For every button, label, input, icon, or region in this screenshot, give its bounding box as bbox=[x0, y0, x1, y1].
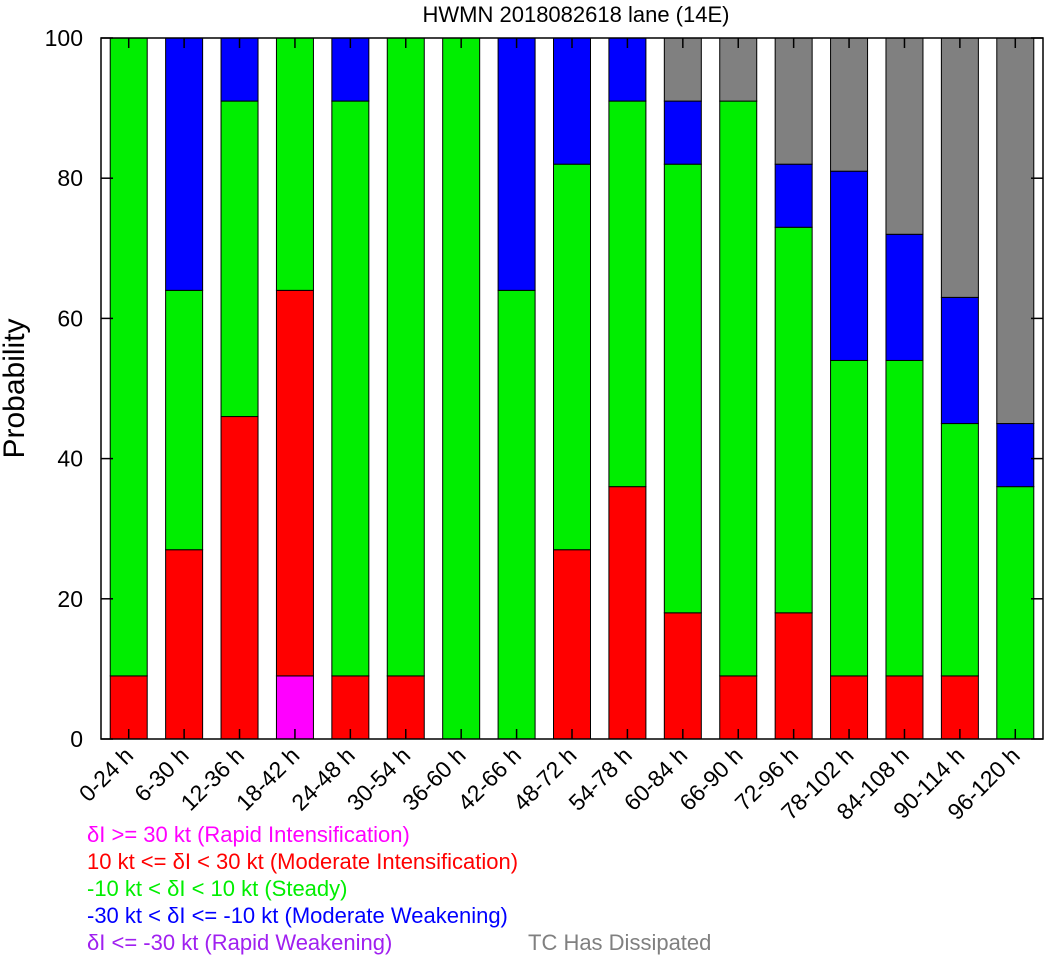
bar-segment-0-series-2 bbox=[109, 37, 148, 677]
bar-segment-8-series-3 bbox=[553, 37, 591, 165]
legend-entry-0: δI >= 30 kt (Rapid Intensification) bbox=[87, 822, 410, 847]
bar-segment-14-series-1 bbox=[885, 675, 924, 740]
bar-segment-15-series-5 bbox=[940, 37, 979, 298]
bar-segment-16-series-5 bbox=[996, 37, 1035, 425]
bar-segment-5-series-1 bbox=[386, 675, 425, 740]
chart-title: HWMN 2018082618 lane (14E) bbox=[423, 2, 730, 27]
bar-segment-12-series-3 bbox=[774, 163, 813, 228]
bar-segment-12-series-1 bbox=[774, 612, 813, 740]
bar-segment-1-series-2 bbox=[165, 289, 204, 551]
bars-layer bbox=[109, 37, 1035, 740]
bar-segment-4-series-2 bbox=[331, 100, 370, 677]
bar-segment-9-series-2 bbox=[608, 100, 647, 488]
y-tick-label-4: 80 bbox=[57, 165, 83, 191]
bar-segment-9-series-3 bbox=[608, 37, 647, 102]
bar-segment-2-series-3 bbox=[220, 37, 259, 102]
y-tick-label-5: 100 bbox=[45, 25, 83, 51]
bar-segment-10-series-3 bbox=[663, 100, 702, 165]
bar-segment-15-series-3 bbox=[940, 296, 979, 425]
bar-segment-14-series-5 bbox=[885, 37, 924, 235]
bar-segment-10-series-2 bbox=[663, 163, 702, 614]
legend-entry-2: -10 kt < δI < 10 kt (Steady) bbox=[87, 876, 348, 901]
bar-segment-14-series-2 bbox=[885, 359, 924, 677]
legend-entry-1: 10 kt <= δI < 30 kt (Moderate Intensific… bbox=[87, 849, 519, 874]
bar-segment-16-series-2 bbox=[996, 486, 1035, 740]
bar-segment-13-series-3 bbox=[830, 170, 869, 361]
bar-segment-14-series-3 bbox=[885, 233, 924, 361]
y-tick-label-3: 60 bbox=[57, 305, 83, 331]
bar-segment-6-series-2 bbox=[442, 37, 481, 740]
bar-segment-10-series-5 bbox=[663, 37, 702, 102]
bar-segment-13-series-1 bbox=[830, 675, 869, 740]
bar-segment-16-series-3 bbox=[996, 423, 1035, 488]
bar-segment-4-series-3 bbox=[331, 37, 370, 102]
bar-segment-8-series-1 bbox=[553, 549, 591, 740]
bar-segment-1-series-3 bbox=[165, 37, 204, 291]
bar-segment-0-series-1 bbox=[109, 675, 148, 740]
y-tick-label-2: 40 bbox=[57, 446, 83, 472]
legend-entry-5: TC Has Dissipated bbox=[528, 930, 712, 955]
bar-segment-9-series-1 bbox=[608, 486, 647, 740]
bar-segment-10-series-1 bbox=[663, 612, 702, 740]
bar-segment-4-series-1 bbox=[331, 675, 370, 740]
bar-segment-11-series-5 bbox=[719, 37, 758, 102]
y-tick-label-0: 0 bbox=[70, 726, 83, 752]
bar-segment-7-series-3 bbox=[497, 37, 536, 291]
bar-segment-12-series-2 bbox=[774, 226, 813, 614]
legend-entry-4: δI <= -30 kt (Rapid Weakening) bbox=[87, 930, 393, 955]
bar-segment-2-series-1 bbox=[220, 416, 259, 740]
bar-segment-12-series-5 bbox=[774, 37, 813, 165]
bar-segment-13-series-2 bbox=[830, 359, 869, 677]
y-tick-label-1: 20 bbox=[57, 586, 83, 612]
bar-segment-11-series-2 bbox=[719, 100, 758, 677]
bar-segment-7-series-2 bbox=[497, 289, 536, 740]
x-tick-label-0: 0-24 h bbox=[74, 742, 139, 807]
bar-segment-3-series-1 bbox=[275, 289, 314, 677]
bar-segment-3-series-2 bbox=[275, 37, 314, 291]
bar-segment-2-series-2 bbox=[220, 100, 259, 418]
bar-segment-15-series-2 bbox=[940, 423, 979, 677]
bar-segment-8-series-2 bbox=[553, 163, 591, 551]
legend-entry-3: -30 kt < δI <= -10 kt (Moderate Weakenin… bbox=[87, 903, 508, 928]
bar-segment-1-series-1 bbox=[165, 549, 204, 740]
bar-segment-13-series-5 bbox=[830, 37, 869, 172]
bar-segment-5-series-2 bbox=[386, 37, 425, 677]
y-axis-label: Probability bbox=[0, 318, 31, 458]
